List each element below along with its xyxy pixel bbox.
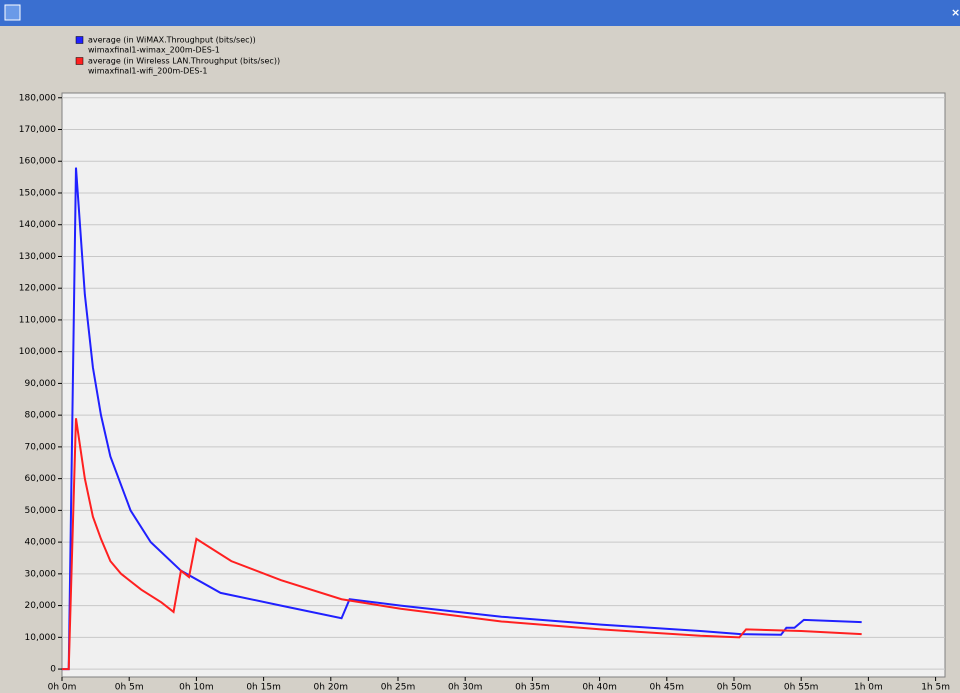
y-tick-label: 130,000 bbox=[19, 252, 56, 262]
y-tick-label: 180,000 bbox=[19, 93, 56, 103]
plot-area bbox=[61, 92, 946, 678]
x-tick-label: 0h 5m bbox=[115, 683, 144, 693]
y-tick-label: 80,000 bbox=[25, 411, 57, 421]
y-tick-label: 30,000 bbox=[25, 569, 57, 579]
y-tick-label: 170,000 bbox=[19, 125, 56, 135]
legend-label: average (in Wireless LAN.Throughput (bit… bbox=[88, 57, 280, 66]
close-button[interactable] bbox=[948, 6, 960, 20]
y-tick-label: 160,000 bbox=[19, 157, 56, 167]
x-tick-label: 1h 0m bbox=[854, 683, 883, 693]
y-tick-label: 140,000 bbox=[19, 220, 56, 230]
legend-scenario: wimaxfinal1-wimax_200m-DES-1 bbox=[88, 46, 220, 55]
legend-swatch bbox=[75, 57, 84, 65]
y-tick-label: 120,000 bbox=[19, 284, 56, 294]
y-tick-label: 150,000 bbox=[19, 188, 56, 198]
x-tick-label: 0h 15m bbox=[246, 683, 281, 693]
x-tick-label: 0h 0m bbox=[48, 683, 77, 693]
y-tick-label: 60,000 bbox=[25, 474, 57, 484]
series-line bbox=[62, 167, 862, 671]
y-tick-label: 50,000 bbox=[25, 506, 57, 516]
y-tick-label: 110,000 bbox=[19, 315, 56, 325]
series-line bbox=[62, 418, 862, 671]
x-tick-label: 0h 35m bbox=[515, 683, 550, 693]
y-tick-label: 0 bbox=[50, 665, 56, 675]
close-glyph[interactable]: × bbox=[951, 6, 960, 19]
x-tick-label: 0h 30m bbox=[448, 683, 483, 693]
legend-scenario: wimaxfinal1-wifi_200m-DES-1 bbox=[88, 67, 207, 76]
title-bar bbox=[0, 0, 960, 26]
x-tick-label: 0h 25m bbox=[381, 683, 416, 693]
x-tick-label: 0h 45m bbox=[650, 683, 685, 693]
y-tick-label: 40,000 bbox=[25, 538, 57, 548]
y-tick-label: 70,000 bbox=[25, 442, 57, 452]
x-tick-label: 0h 40m bbox=[582, 683, 617, 693]
legend-label: average (in WiMAX.Throughput (bits/sec)) bbox=[88, 36, 256, 45]
legend-swatch bbox=[75, 36, 84, 44]
y-tick-label: 90,000 bbox=[25, 379, 57, 389]
y-tick-label: 100,000 bbox=[19, 347, 56, 357]
x-tick-label: 0h 10m bbox=[179, 683, 214, 693]
x-tick-label: 0h 20m bbox=[314, 683, 349, 693]
x-tick-label: 0h 55m bbox=[784, 683, 819, 693]
y-tick-label: 10,000 bbox=[25, 633, 57, 643]
window-icon bbox=[4, 4, 21, 21]
x-tick-label: 1h 5m bbox=[921, 683, 950, 693]
x-tick-label: 0h 50m bbox=[717, 683, 752, 693]
y-tick-label: 20,000 bbox=[25, 601, 57, 611]
